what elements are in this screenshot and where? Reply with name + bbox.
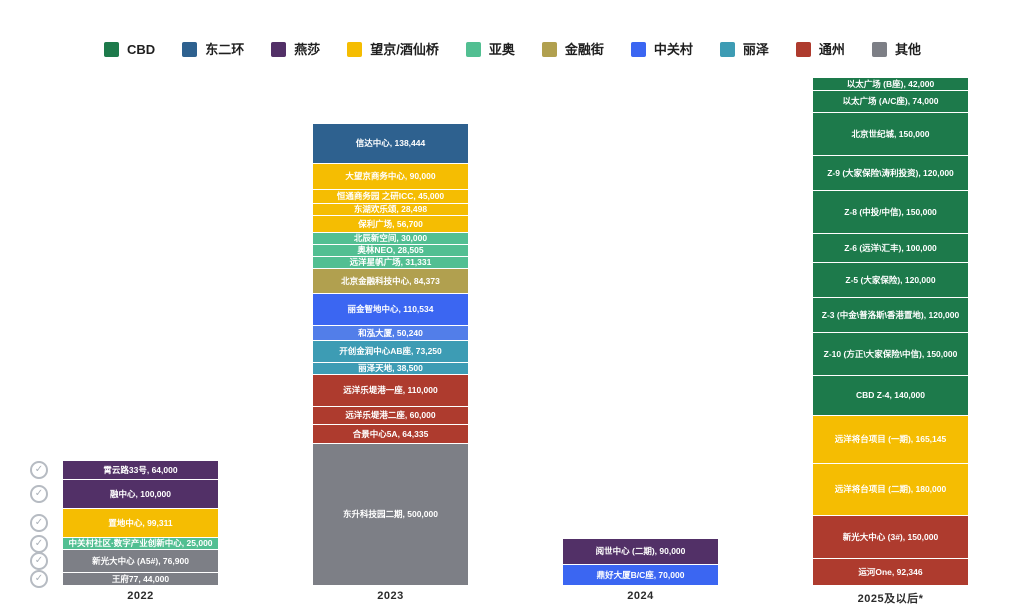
bar-segment: 以太广场 (A/C座), 74,000 — [813, 91, 968, 112]
bar-segment: 新光大中心 (3#), 150,000 — [813, 516, 968, 558]
legend-item: 亚奥 — [465, 42, 515, 57]
check-circle-icon: ✓ — [30, 514, 48, 532]
check-row: ✓ — [28, 509, 50, 537]
bar-segment: 丽金智地中心, 110,534 — [313, 294, 468, 325]
legend-label: 东二环 — [205, 42, 245, 57]
bar-segment: 保利广场, 56,700 — [313, 216, 468, 232]
bar-segment: 远洋乐堤港一座, 110,000 — [313, 375, 468, 406]
bar-segment: 阅世中心 (二期), 90,000 — [563, 539, 718, 564]
bar-segment: Z-5 (大家保险), 120,000 — [813, 263, 968, 297]
legend-item: 燕莎 — [271, 42, 320, 57]
bar-segment: 置地中心, 99,311 — [63, 509, 218, 537]
x-axis-label: 2024 — [627, 590, 654, 602]
legend-item: 其他 — [871, 42, 921, 57]
bar-segment: 恒通商务园 之研ICC, 45,000 — [313, 190, 468, 203]
legend-color-swatch — [630, 42, 646, 57]
bar-segment: 霄云路33号, 64,000 — [63, 461, 218, 479]
check-row: ✓ — [28, 461, 50, 479]
bar-segment: Z-8 (中投/中信), 150,000 — [813, 191, 968, 233]
legend-color-swatch — [541, 42, 557, 57]
bar-segment: 北京金融科技中心, 84,373 — [313, 269, 468, 293]
legend-color-swatch — [719, 42, 735, 57]
bar-segment: CBD Z-4, 140,000 — [813, 376, 968, 415]
legend-item: 东二环 — [182, 42, 244, 57]
bar-segment: 奥林NEO, 28,505 — [313, 245, 468, 256]
legend-color-swatch — [871, 42, 887, 57]
bar-segment: Z-3 (中金\普洛斯\香港置地), 120,000 — [813, 298, 968, 332]
legend-color-swatch — [465, 42, 481, 57]
legend-label: 金融街 — [564, 42, 604, 57]
bar-column-2024: 阅世中心 (二期), 90,000 鼎好大厦B/C座, 70,000 2024 — [563, 539, 718, 602]
bar-segment: 丽泽天地, 38,500 — [313, 363, 468, 374]
bar-segment: 信达中心, 138,444 — [313, 124, 468, 163]
check-circle-icon: ✓ — [30, 552, 48, 570]
legend-label: CBD — [127, 42, 156, 57]
bar-segment: 远洋星帆广场, 31,331 — [313, 257, 468, 268]
legend-item: 中关村 — [630, 42, 693, 57]
legend: CBD 东二环 燕莎 望京/酒仙桥 亚奥 金融街 中关村 丽泽 通州 其他 — [0, 42, 1025, 57]
bar-segment: 和泓大厦, 50,240 — [313, 326, 468, 340]
bar-segment: Z-9 (大家保险\涛利投资), 120,000 — [813, 156, 968, 190]
x-axis-label: 2022 — [127, 590, 154, 602]
legend-label: 其他 — [894, 42, 921, 57]
check-circle-icon: ✓ — [30, 461, 48, 479]
bar-segment: 开创金润中心AB座, 73,250 — [313, 341, 468, 362]
legend-color-swatch — [104, 42, 120, 57]
check-row: ✓ — [28, 534, 50, 553]
bar-segment: 融中心, 100,000 — [63, 480, 218, 508]
bar-segment: 东湖欢乐颂, 28,498 — [313, 204, 468, 215]
bar-column-2025及以后*: 以太广场 (B座), 42,000 以太广场 (A/C座), 74,000 北京世纪… — [813, 78, 968, 605]
bar-segment: Z-6 (远洋\汇丰), 100,000 — [813, 234, 968, 262]
bar-segment: 远洋乐堤港二座, 60,000 — [313, 407, 468, 424]
check-row: ✓ — [28, 570, 50, 588]
bar-segment: 合景中心5A, 64,335 — [313, 425, 468, 443]
bar-segment: 王府77, 44,000 — [63, 573, 218, 585]
legend-label: 丽泽 — [742, 42, 769, 57]
x-axis-label: 2023 — [377, 590, 404, 602]
bar-segment: 鼎好大厦B/C座, 70,000 — [563, 565, 718, 585]
legend-item: 望京/酒仙桥 — [347, 42, 439, 57]
bar-segment: 北京世纪城, 150,000 — [813, 113, 968, 155]
check-row: ✓ — [28, 480, 50, 508]
legend-color-swatch — [271, 42, 287, 57]
bar-segment: 北辰新空间, 30,000 — [313, 233, 468, 244]
legend-item: CBD — [104, 42, 155, 57]
legend-label: 亚奥 — [488, 42, 515, 57]
legend-label: 望京/酒仙桥 — [370, 42, 439, 57]
check-circle-icon: ✓ — [30, 570, 48, 588]
bar-segment: 以太广场 (B座), 42,000 — [813, 78, 968, 90]
bar-segment: Z-10 (方正\大家保险\中信), 150,000 — [813, 333, 968, 375]
bar-segment: 新光大中心 (A5#), 76,900 — [63, 550, 218, 572]
check-icon-column: ✓ ✓ ✓ ✓ ✓ ✓ — [28, 461, 50, 588]
legend-item: 丽泽 — [719, 42, 769, 57]
bar-column-2023: 信达中心, 138,444 大望京商务中心, 90,000 恒通商务园 之研ICC,… — [313, 124, 468, 602]
legend-label: 通州 — [818, 42, 845, 57]
bar-segment: 远洋将台项目 (一期), 165,145 — [813, 416, 968, 463]
bar-segment: 大望京商务中心, 90,000 — [313, 164, 468, 189]
bar-segment: 运河One, 92,346 — [813, 559, 968, 585]
bar-column-2022: 霄云路33号, 64,000 融中心, 100,000 置地中心, 99,311 中关… — [63, 461, 218, 602]
bar-segment: 远洋将台项目 (二期), 180,000 — [813, 464, 968, 515]
bar-segment: 中关村社区·数字产业创新中心, 25,000 — [63, 538, 218, 549]
legend-item: 金融街 — [541, 42, 604, 57]
bar-segment: 东升科技园二期, 500,000 — [313, 444, 468, 585]
x-axis-label: 2025及以后* — [857, 593, 924, 605]
check-row: ✓ — [28, 550, 50, 572]
legend-color-swatch — [182, 42, 198, 57]
legend-color-swatch — [795, 42, 811, 57]
check-circle-icon: ✓ — [30, 485, 48, 503]
legend-item: 通州 — [795, 42, 845, 57]
legend-color-swatch — [347, 42, 363, 57]
check-circle-icon: ✓ — [30, 534, 48, 553]
legend-label: 中关村 — [653, 42, 693, 57]
legend-label: 燕莎 — [294, 42, 321, 57]
